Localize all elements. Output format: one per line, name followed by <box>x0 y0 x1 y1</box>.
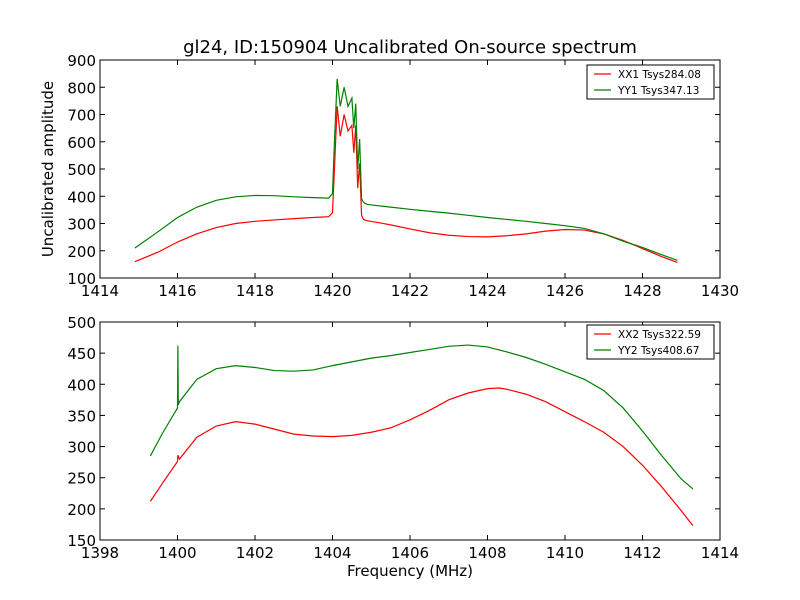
x-tick-label: 1402 <box>236 544 274 562</box>
x-tick-label: 1400 <box>158 544 196 562</box>
y-tick-label: 800 <box>67 79 96 97</box>
y-tick-label: 600 <box>67 134 96 152</box>
x-tick-label: 1418 <box>236 282 274 300</box>
top-panel: 1414 1416 1418 1420 1422 1424 1426 1428 1430 100 2… <box>67 52 739 300</box>
y-tick-label: 400 <box>67 188 96 206</box>
x-tick-label: 1404 <box>313 544 351 562</box>
x-tick-label: 1416 <box>158 282 196 300</box>
y-tick-label: 100 <box>67 270 96 288</box>
x-tick-label: 1420 <box>313 282 351 300</box>
y-tick-label: 200 <box>67 501 96 519</box>
y-tick-label: 900 <box>67 52 96 70</box>
legend-label: YY2 Tsys408.67 <box>617 345 699 357</box>
y-axis-label-top: Uncalibrated amplitude <box>39 81 57 257</box>
x-axis-label-bottom: Frequency (MHz) <box>347 562 473 580</box>
y-tick-label: 300 <box>67 439 96 457</box>
x-tick-label: 1406 <box>391 544 429 562</box>
x-tick-label: 1408 <box>468 544 506 562</box>
legend-label: YY1 Tsys347.13 <box>617 85 699 97</box>
x-tick-label: 1422 <box>391 282 429 300</box>
x-tick-label: 1424 <box>468 282 506 300</box>
y-tick-label: 300 <box>67 216 96 234</box>
x-tick-label: 1414 <box>701 544 739 562</box>
legend-label: XX2 Tsys322.59 <box>618 329 701 341</box>
x-tick-label: 1414 <box>81 282 119 300</box>
legend-box <box>586 324 715 360</box>
series-line-yy1 <box>134 79 678 261</box>
x-tick-label: 1412 <box>623 544 661 562</box>
legend: XX2 Tsys322.59 YY2 Tsys408.67 <box>586 324 715 360</box>
chart-title: gl24, ID:150904 Uncalibrated On-source s… <box>183 37 637 58</box>
x-tick-label: 1426 <box>546 282 584 300</box>
y-tick-label: 500 <box>67 161 96 179</box>
y-tick-label: 250 <box>67 470 96 488</box>
y-tick-label: 450 <box>67 345 96 363</box>
legend: XX1 Tsys284.08 YY1 Tsys347.13 <box>586 64 715 100</box>
y-tick-label: 700 <box>67 107 96 125</box>
y-tick-label: 400 <box>67 376 96 394</box>
legend-label: XX1 Tsys284.08 <box>618 69 701 81</box>
x-tick-label: 1410 <box>546 544 584 562</box>
bottom-panel: 1398 1400 1402 1404 1406 1408 1410 1412 1414 150 2… <box>67 314 739 562</box>
y-tick-label: 150 <box>67 532 96 550</box>
x-tick-label: 1428 <box>623 282 661 300</box>
series-line-xx1 <box>134 106 678 264</box>
series-line-yy2 <box>149 344 694 490</box>
y-tick-label: 200 <box>67 243 96 261</box>
x-tick-label: 1398 <box>81 544 119 562</box>
series-line-xx2 <box>149 387 694 527</box>
y-tick-label: 350 <box>67 407 96 425</box>
y-tick-label: 500 <box>67 314 96 332</box>
x-tick-label: 1430 <box>701 282 739 300</box>
legend-box <box>586 64 715 100</box>
